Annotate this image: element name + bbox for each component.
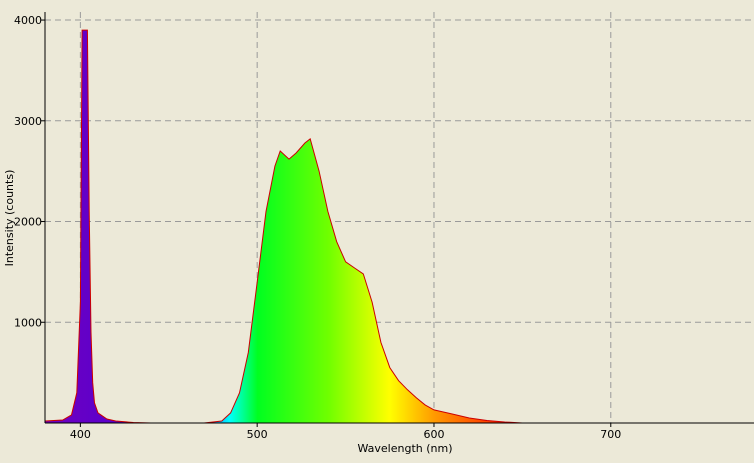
x-tick-label: 600 <box>423 428 444 441</box>
y-tick-label: 1000 <box>14 316 42 329</box>
x-tick-label: 500 <box>247 428 268 441</box>
y-axis-label: Intensity (counts) <box>3 170 16 267</box>
y-tick-label: 2000 <box>14 216 42 229</box>
spectrum-line <box>44 29 754 424</box>
x-tick-label: 700 <box>600 428 621 441</box>
y-tick-label: 3000 <box>14 115 42 128</box>
spectrum-area <box>45 30 754 423</box>
x-tick-label: 400 <box>70 428 91 441</box>
x-axis-label: Wavelength (nm) <box>357 442 452 455</box>
y-tick-label: 4000 <box>14 14 42 27</box>
